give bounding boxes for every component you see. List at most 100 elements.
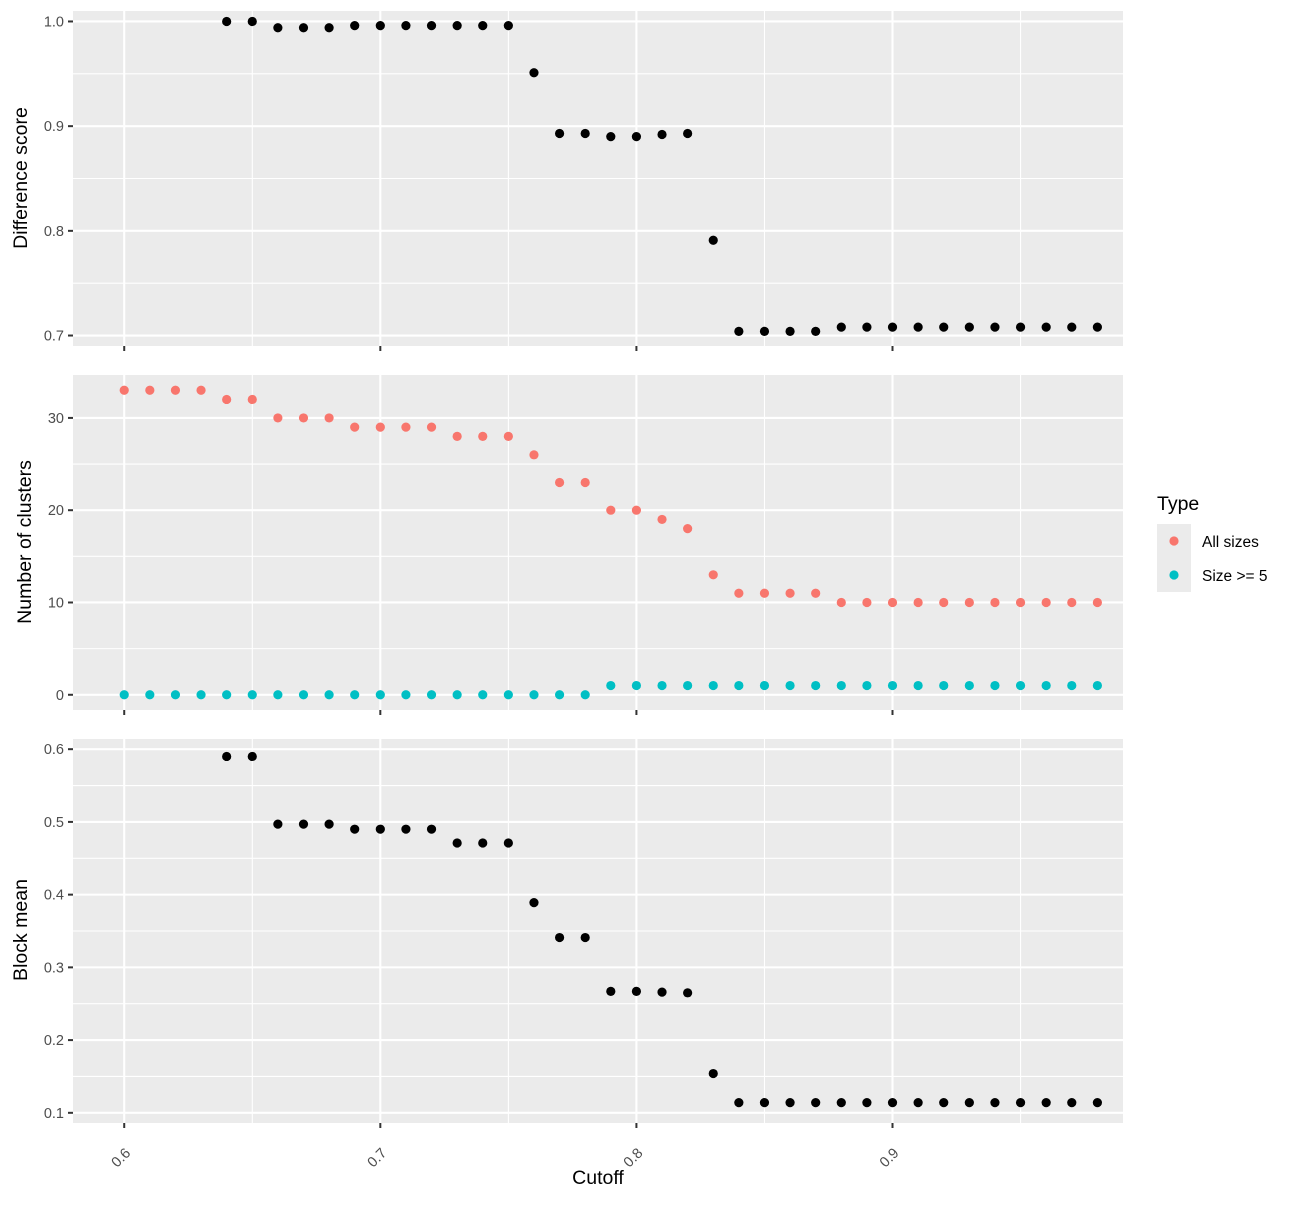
- point-block-mean-s0-x0-98: [1092, 1098, 1102, 1108]
- point-difference-score-s0-x0-7: [375, 21, 385, 31]
- point-number-of-clusters-s0-x0-6: [119, 385, 129, 395]
- point-block-mean-s0-x0-87: [811, 1098, 821, 1108]
- point-number-of-clusters-s1-x0-89: [862, 680, 872, 691]
- point-number-of-clusters-s0-x0-76: [529, 450, 539, 460]
- point-number-of-clusters-s1-x0-67: [298, 690, 309, 700]
- x-tick-label: 0.7: [365, 1145, 391, 1171]
- point-block-mean-s0-x0-93: [964, 1098, 974, 1108]
- x-tick-label: 0.9: [877, 1145, 903, 1171]
- point-number-of-clusters-s1-x0-83: [708, 680, 718, 691]
- point-block-mean-s0-x0-81: [657, 987, 667, 997]
- point-number-of-clusters-s0-x0-87: [811, 588, 821, 598]
- x-axis-ticks: 0.6 0.7 0.8 0.9: [109, 1145, 903, 1171]
- point-block-mean-s0-x0-83: [708, 1068, 718, 1079]
- point-number-of-clusters-s0-x0-86: [785, 588, 795, 598]
- point-number-of-clusters-s1-x0-92: [939, 680, 949, 691]
- point-number-of-clusters-s0-x0-82: [683, 524, 693, 534]
- y-tick-label: 0: [56, 688, 64, 704]
- point-block-mean-s0-x0-77: [554, 932, 565, 943]
- y-axis-title-number-of-clusters: Number of clusters: [14, 460, 36, 624]
- point-number-of-clusters-s1-x0-87: [811, 680, 821, 691]
- point-number-of-clusters-s1-x0-9: [887, 680, 898, 691]
- point-number-of-clusters-s0-x0-83: [708, 570, 718, 580]
- y-tick-label: 1.0: [44, 14, 64, 30]
- point-block-mean-s0-x0-72: [426, 824, 437, 834]
- point-block-mean-s0-x0-89: [862, 1098, 872, 1108]
- point-number-of-clusters-s0-x0-9: [887, 597, 898, 608]
- y-tick-label: 0.6: [44, 742, 64, 758]
- point-block-mean-s0-x0-65: [247, 751, 257, 762]
- point-number-of-clusters-s1-x0-88: [836, 680, 846, 691]
- point-difference-score-s0-x0-91: [913, 322, 923, 332]
- point-difference-score-s0-x0-69: [350, 21, 360, 31]
- point-number-of-clusters-s0-x0-69: [350, 422, 360, 432]
- point-difference-score-s0-x0-76: [529, 68, 539, 78]
- point-difference-score-s0-x0-88: [836, 322, 846, 332]
- point-block-mean-s0-x0-95: [1015, 1098, 1026, 1108]
- y-tick-label: 0.3: [44, 960, 64, 976]
- point-difference-score-s0-x0-96: [1041, 322, 1051, 332]
- legend-label-size-ge-5: Size >= 5: [1202, 568, 1268, 585]
- point-difference-score-s0-x0-74: [478, 21, 488, 31]
- point-number-of-clusters-s0-x0-72: [426, 422, 437, 432]
- point-number-of-clusters-s1-x0-91: [913, 680, 923, 691]
- panel-number-of-clusters: 0 10 20 30: [48, 375, 1123, 715]
- point-difference-score-s0-x0-95: [1015, 322, 1026, 332]
- point-number-of-clusters-s0-x0-78: [580, 477, 590, 488]
- point-number-of-clusters-s1-x0-97: [1067, 680, 1077, 691]
- point-difference-score-s0-x0-84: [734, 326, 744, 336]
- point-number-of-clusters-s0-x0-85: [759, 588, 770, 598]
- point-number-of-clusters-s1-x0-69: [350, 690, 360, 700]
- point-number-of-clusters-s0-x0-62: [170, 385, 181, 395]
- point-number-of-clusters-s1-x0-76: [529, 690, 539, 700]
- point-number-of-clusters-s1-x0-62: [170, 690, 181, 700]
- point-difference-score-s0-x0-93: [964, 322, 974, 332]
- point-number-of-clusters-s1-x0-64: [222, 690, 232, 700]
- point-block-mean-s0-x0-69: [350, 824, 360, 834]
- point-block-mean-s0-x0-96: [1041, 1098, 1051, 1108]
- point-number-of-clusters-s1-x0-93: [964, 680, 974, 691]
- point-block-mean-s0-x0-67: [298, 819, 309, 829]
- point-block-mean-s0-x0-75: [503, 838, 513, 848]
- point-difference-score-s0-x0-65: [247, 16, 257, 27]
- point-number-of-clusters-s0-x0-92: [939, 597, 949, 608]
- point-number-of-clusters-s1-x0-98: [1092, 680, 1102, 691]
- point-number-of-clusters-s1-x0-74: [478, 690, 488, 700]
- point-difference-score-s0-x0-8: [631, 132, 642, 142]
- point-number-of-clusters-s1-x0-63: [196, 690, 206, 700]
- point-difference-score-s0-x0-79: [606, 132, 616, 142]
- point-number-of-clusters-s0-x0-61: [145, 385, 155, 395]
- point-number-of-clusters-s0-x0-84: [734, 588, 744, 598]
- point-number-of-clusters-s0-x0-79: [606, 505, 616, 515]
- point-block-mean-s0-x0-85: [759, 1098, 770, 1108]
- panels-layer: 0.70.80.91.001020300.10.20.30.40.50.60.6…: [44, 11, 1123, 1171]
- point-number-of-clusters-s1-x0-66: [273, 690, 283, 700]
- y-tick-label: 0.5: [44, 815, 64, 831]
- point-number-of-clusters-s0-x0-73: [452, 431, 462, 441]
- point-number-of-clusters-s1-x0-95: [1015, 680, 1026, 691]
- point-block-mean-s0-x0-92: [939, 1098, 949, 1108]
- point-difference-score-s0-x0-87: [811, 326, 821, 336]
- panel-background: [73, 375, 1123, 710]
- point-difference-score-s0-x0-82: [683, 128, 693, 139]
- point-block-mean-s0-x0-84: [734, 1098, 744, 1108]
- point-block-mean-s0-x0-78: [580, 932, 590, 943]
- point-block-mean-s0-x0-68: [324, 819, 334, 829]
- point-number-of-clusters-s1-x0-7: [375, 690, 385, 700]
- point-number-of-clusters-s1-x0-8: [631, 680, 642, 691]
- point-number-of-clusters-s0-x0-63: [196, 385, 206, 395]
- y-tick-label: 10: [48, 595, 64, 611]
- y-tick-label: 0.8: [44, 224, 64, 240]
- point-number-of-clusters-s1-x0-96: [1041, 680, 1051, 691]
- point-number-of-clusters-s0-x0-8: [631, 505, 642, 515]
- legend: Type All sizes Size >= 5: [1157, 493, 1268, 592]
- point-difference-score-s0-x0-83: [708, 235, 718, 245]
- point-block-mean-s0-x0-79: [606, 986, 616, 996]
- point-number-of-clusters-s1-x0-72: [426, 690, 437, 700]
- point-difference-score-s0-x0-64: [222, 16, 232, 27]
- point-number-of-clusters-s0-x0-94: [990, 597, 1000, 608]
- point-number-of-clusters-s1-x0-78: [580, 690, 590, 700]
- legend-key-size-ge-5: [1169, 570, 1179, 580]
- y-tick-label: 0.2: [44, 1033, 64, 1049]
